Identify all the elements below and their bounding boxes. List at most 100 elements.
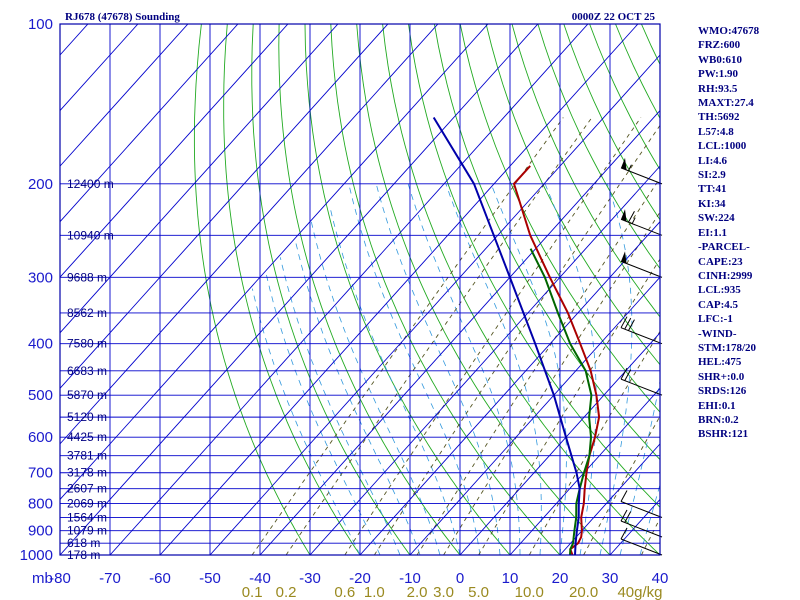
temperature-tick-label: -70 bbox=[99, 570, 121, 587]
mixing-ratio-line bbox=[528, 330, 660, 555]
height-label: 9688 m bbox=[67, 270, 107, 284]
index-line: LI:4.6 bbox=[698, 154, 728, 167]
index-line: LFC:-1 bbox=[698, 313, 733, 326]
wind-barb-flag bbox=[620, 490, 628, 502]
moist-adiabat bbox=[639, 483, 660, 555]
isotherm bbox=[60, 24, 189, 167]
temperature-tick-label: -20 bbox=[349, 570, 371, 587]
wind-barb bbox=[620, 209, 663, 236]
mixing-ratio-line bbox=[478, 258, 660, 555]
index-line: CINH:2999 bbox=[698, 269, 753, 282]
mixing-ratio-tick-label: 0.1 bbox=[242, 584, 263, 600]
height-label: 10940 m bbox=[67, 228, 114, 242]
index-line: KI:34 bbox=[698, 197, 726, 210]
wind-barb-flag bbox=[620, 367, 628, 380]
wind-barb-half-flag bbox=[628, 164, 632, 171]
pressure-tick-label: 200 bbox=[28, 176, 53, 193]
index-line: SRDS:126 bbox=[698, 385, 747, 398]
height-label: 6683 m bbox=[67, 364, 107, 378]
moist-adiabat bbox=[445, 183, 542, 555]
index-line: WB0:610 bbox=[698, 53, 742, 66]
wind-barb bbox=[620, 157, 663, 185]
height-label: 12400 m bbox=[67, 177, 114, 191]
height-label: 2069 m bbox=[67, 497, 107, 511]
parcel-trace bbox=[432, 116, 581, 555]
wind-barb bbox=[620, 509, 663, 538]
valid-time: 0000Z 22 OCT 25 bbox=[572, 11, 656, 23]
temperature-tick-label: -50 bbox=[199, 570, 221, 587]
mixing-ratio-tick-label: 5.0 bbox=[468, 584, 489, 600]
isotherm bbox=[60, 24, 539, 555]
wind-barb bbox=[620, 527, 663, 556]
isotherm bbox=[109, 24, 589, 555]
height-label: 1564 m bbox=[67, 511, 107, 525]
isotherm bbox=[60, 24, 489, 501]
isotherm bbox=[60, 24, 389, 390]
wind-barb-pennant bbox=[621, 157, 627, 171]
isotherm bbox=[60, 24, 289, 278]
index-line: -WIND- bbox=[698, 327, 737, 340]
pressure-tick-label: 300 bbox=[28, 269, 53, 286]
wind-barb-staff bbox=[620, 538, 663, 556]
temperature-trace bbox=[512, 165, 601, 555]
height-label: 178 m bbox=[67, 548, 100, 562]
wind-barb-flag bbox=[620, 509, 628, 522]
index-line: HEL:475 bbox=[698, 356, 742, 369]
wind-barb-staff bbox=[620, 218, 663, 236]
moist-adiabat bbox=[279, 257, 401, 555]
mixing-ratio-line bbox=[416, 177, 660, 555]
pressure-tick-label: 1000 bbox=[20, 547, 53, 564]
moist-adiabat bbox=[294, 239, 421, 555]
mixing-ratio-line bbox=[443, 211, 660, 555]
pressure-tick-label: 900 bbox=[28, 523, 53, 540]
mixing-ratio-tick-label: 40g/kg bbox=[617, 584, 662, 600]
height-label: 3178 m bbox=[67, 466, 107, 480]
plot-frame bbox=[59, 23, 661, 556]
mixing-ratio-tick-label: 3.0 bbox=[433, 584, 454, 600]
index-line: TH:5692 bbox=[698, 111, 740, 124]
index-line: BSHR:121 bbox=[698, 428, 749, 441]
temperature-tick-label: -60 bbox=[149, 570, 171, 587]
index-line: MAXT:27.4 bbox=[698, 97, 754, 110]
temperature-tick-label: -40 bbox=[249, 570, 271, 587]
index-line: -PARCEL- bbox=[698, 241, 750, 254]
isotherm bbox=[159, 24, 639, 555]
index-line: SI:2.9 bbox=[698, 169, 726, 182]
index-line: LCL:935 bbox=[698, 284, 741, 297]
wind-barb-pennant bbox=[621, 209, 627, 222]
mixing-ratio-tick-label: 2.0 bbox=[407, 584, 428, 600]
index-line: FRZ:600 bbox=[698, 39, 741, 52]
index-line: CAPE:23 bbox=[698, 255, 743, 268]
isotherm bbox=[259, 109, 660, 555]
wind-barb-flag bbox=[628, 210, 635, 223]
temperature-tick-label: 30 bbox=[602, 570, 619, 587]
height-label: 3781 m bbox=[67, 449, 107, 463]
height-label: 1079 m bbox=[67, 524, 107, 538]
height-label: 2607 m bbox=[67, 482, 107, 496]
index-line: SW:224 bbox=[698, 212, 735, 225]
pressure-tick-label: 400 bbox=[28, 336, 53, 353]
mixing-ratio-tick-label: 1.0 bbox=[364, 584, 385, 600]
wind-barb-staff bbox=[620, 327, 663, 345]
height-label: 618 m bbox=[67, 536, 100, 550]
wind-barb-flag bbox=[624, 511, 632, 523]
moist-adiabat bbox=[599, 183, 633, 555]
moist-adiabat bbox=[251, 288, 361, 555]
height-label: 7580 m bbox=[67, 337, 107, 351]
height-label: 8562 m bbox=[67, 306, 107, 320]
index-line: WMO:47678 bbox=[698, 25, 760, 37]
wind-barb-pennant bbox=[621, 251, 627, 264]
index-line: STM:178/20 bbox=[698, 341, 757, 354]
moist-adiabat bbox=[265, 273, 381, 555]
wind-barb-staff bbox=[620, 520, 663, 538]
index-line: SHR+:0.0 bbox=[698, 370, 745, 383]
indices-panel: WMO:47678 FRZ:600 WB0:610 PW:1.90 RH:93.5 MAX… bbox=[698, 24, 798, 442]
wind-barb-flag bbox=[628, 319, 635, 331]
index-line: BRN:0.2 bbox=[698, 413, 739, 426]
temperature-tick-label: -10 bbox=[399, 570, 421, 587]
isotherm bbox=[60, 24, 339, 334]
index-line: CAP:4.5 bbox=[698, 298, 739, 311]
isotherm bbox=[60, 24, 439, 445]
pressure-tick-label: 700 bbox=[28, 465, 53, 482]
